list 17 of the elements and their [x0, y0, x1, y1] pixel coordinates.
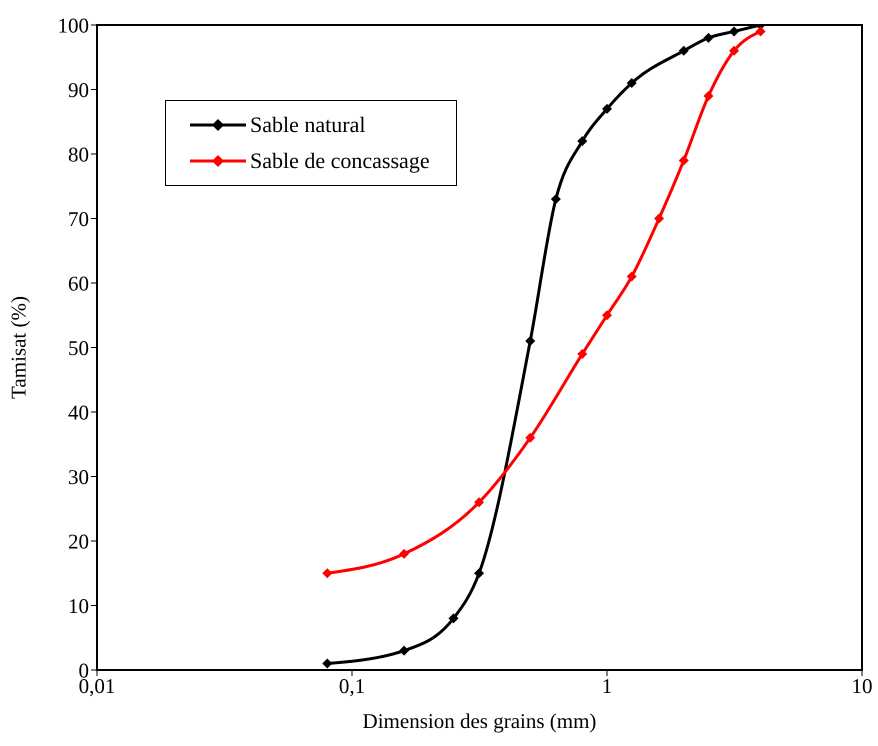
legend-label: Sable de concassage: [250, 148, 430, 174]
y-tick-label: 20: [68, 529, 89, 554]
x-axis-title: Dimension des grains (mm): [362, 709, 596, 733]
y-tick-label: 30: [68, 464, 89, 489]
y-tick-label: 50: [68, 336, 89, 360]
y-axis-title: Tamisat (%): [6, 296, 30, 399]
x-tick-label: 10: [852, 674, 872, 698]
y-tick-label: 60: [68, 271, 89, 296]
x-tick-label: 1: [602, 674, 612, 698]
y-tick-label: 80: [68, 142, 89, 166]
y-tick-label: 70: [68, 206, 89, 231]
x-tick-label: 0,1: [338, 674, 366, 698]
y-tick-label: 100: [58, 13, 89, 38]
y-tick-label: 10: [68, 594, 89, 618]
y-tick-label: 40: [68, 400, 89, 424]
legend-label: Sable natural: [250, 112, 366, 138]
y-tick-label: 90: [68, 78, 89, 102]
